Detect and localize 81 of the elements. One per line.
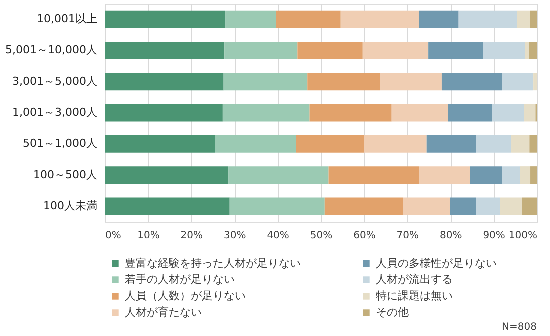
bar (105, 42, 225, 60)
bar (530, 166, 537, 184)
bar (105, 104, 223, 122)
x-tick-label: 10% (138, 230, 160, 242)
bar (492, 104, 524, 122)
bar (522, 198, 537, 216)
bar (517, 10, 530, 28)
bar (442, 73, 502, 91)
text: N=808 (502, 322, 537, 333)
bar (228, 166, 329, 184)
bar (476, 198, 500, 216)
bar (458, 10, 518, 28)
bar (419, 166, 470, 184)
bar (448, 104, 492, 122)
legend-label: 特に課題は無い (376, 290, 453, 302)
bar (520, 166, 531, 184)
bar (276, 10, 341, 28)
bar (328, 166, 420, 184)
x-tick-label: 20% (180, 230, 204, 242)
bar (426, 135, 476, 153)
bar (502, 166, 520, 184)
bar (419, 10, 459, 28)
legend-label: 人材が流出する (376, 273, 453, 286)
legend-label: 人材が育たない (125, 306, 202, 319)
legend-label: 若手の人材が足りない (125, 273, 235, 286)
bar (525, 42, 530, 60)
bar (310, 104, 392, 122)
bar (512, 135, 530, 153)
y-tick-label: 501～1,000人 (23, 137, 98, 150)
bar (500, 198, 522, 216)
bar (380, 73, 442, 91)
bar (530, 135, 537, 153)
bar (105, 10, 226, 28)
bar (105, 135, 216, 153)
bar (308, 73, 380, 91)
bar (524, 104, 536, 122)
y-tick-label: 1,001～3,000人 (12, 106, 98, 119)
y-tick-label: 100人未満 (44, 199, 98, 212)
bar (530, 10, 537, 28)
x-tick-label: 40% (267, 230, 290, 242)
bar (298, 42, 363, 60)
bar (105, 166, 229, 184)
x-tick-label: 100% (508, 230, 538, 242)
bar (392, 104, 448, 122)
bar (215, 135, 296, 153)
bar (470, 166, 502, 184)
y-tick-label: 100～500人 (34, 168, 98, 182)
bar (224, 42, 298, 60)
bar (476, 135, 512, 153)
bar (105, 198, 230, 216)
x-tick-label: 50% (310, 230, 333, 242)
legend-label: 豊富な経験を持った人材が足りない (125, 256, 301, 270)
bar (105, 73, 224, 91)
bar (428, 42, 484, 60)
bar (364, 135, 427, 153)
bar (226, 10, 277, 28)
bar (450, 198, 476, 216)
bar (230, 198, 325, 216)
bar (222, 104, 310, 122)
bar (324, 198, 404, 216)
x-tick-label: 80% (440, 230, 462, 242)
legend-label: 人員（人数）が足りない (125, 290, 246, 302)
y-tick-label: 10,001以上 (37, 12, 98, 26)
y-tick-label: 5,001～10,000人 (6, 44, 98, 57)
legend-label: その他 (376, 306, 409, 319)
x-tick-label: 60% (354, 230, 376, 242)
x-tick-label: 0% (106, 230, 122, 242)
bar (534, 73, 537, 91)
x-tick-label: 30% (224, 230, 246, 242)
bar (296, 135, 364, 153)
x-tick-label: 70% (396, 230, 420, 242)
y-tick-label: 3,001～5,000人 (12, 74, 98, 88)
legend-label: 人員の多様性が足りない (376, 256, 497, 270)
bar (224, 73, 308, 91)
bar (483, 42, 526, 60)
x-tick-label: 90% (483, 230, 506, 242)
bar (340, 10, 420, 28)
bar (529, 42, 537, 60)
bar (403, 198, 450, 216)
bar (502, 73, 534, 91)
bar (362, 42, 429, 60)
